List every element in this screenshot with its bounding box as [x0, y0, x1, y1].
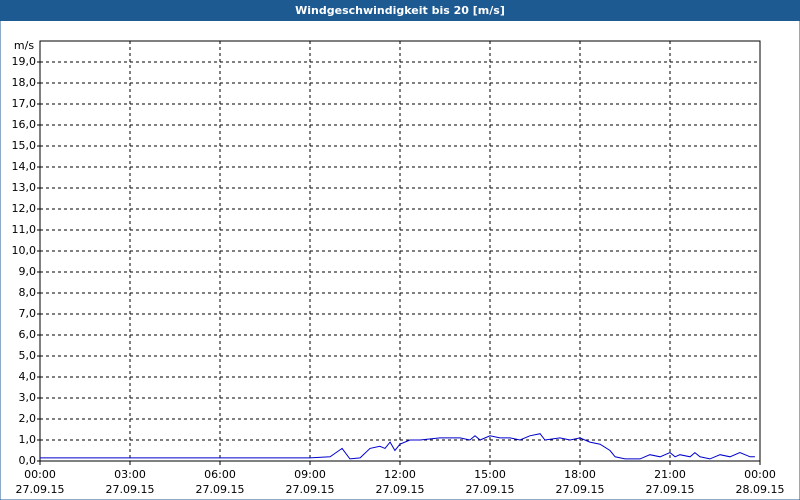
x-tick-date: 27.09.15 — [556, 483, 605, 496]
y-tick-label: 3,0 — [19, 391, 37, 404]
x-tick-date: 27.09.15 — [286, 483, 335, 496]
y-tick-label: 6,0 — [19, 328, 37, 341]
x-tick-label: 15:00 — [474, 468, 506, 481]
x-tick-date: 27.09.15 — [646, 483, 695, 496]
x-tick-label: 18:00 — [564, 468, 596, 481]
y-tick-label: 11,0 — [12, 223, 37, 236]
x-tick-label: 09:00 — [294, 468, 326, 481]
y-tick-label: 9,0 — [19, 265, 37, 278]
y-tick-label: 13,0 — [12, 181, 37, 194]
x-tick-date: 27.09.15 — [376, 483, 425, 496]
y-tick-label: 12,0 — [12, 202, 37, 215]
x-tick-label: 06:00 — [204, 468, 236, 481]
y-tick-label: 14,0 — [12, 160, 37, 173]
x-tick-label: 21:00 — [654, 468, 686, 481]
title-bar — [0, 0, 800, 21]
y-tick-label: 18,0 — [12, 76, 37, 89]
y-tick-label: 19,0 — [12, 55, 37, 68]
y-tick-label: 4,0 — [19, 370, 37, 383]
y-tick-label: 1,0 — [19, 433, 37, 446]
y-tick-label: 5,0 — [19, 349, 37, 362]
y-tick-label: 0,0 — [19, 454, 37, 467]
x-tick-date: 27.09.15 — [466, 483, 515, 496]
x-tick-date: 27.09.15 — [196, 483, 245, 496]
y-tick-label: 8,0 — [19, 286, 37, 299]
x-tick-date: 27.09.15 — [16, 483, 65, 496]
y-tick-label: 10,0 — [12, 244, 37, 257]
y-tick-label: 15,0 — [12, 139, 37, 152]
y-tick-label: 17,0 — [12, 97, 37, 110]
x-tick-date: 28.09.15 — [736, 483, 785, 496]
x-tick-label: 00:00 — [24, 468, 56, 481]
x-tick-date: 27.09.15 — [106, 483, 155, 496]
x-tick-label: 00:00 — [744, 468, 776, 481]
y-axis-label: m/s — [14, 39, 34, 52]
y-tick-label: 16,0 — [12, 118, 37, 131]
y-tick-label: 2,0 — [19, 412, 37, 425]
chart-title: Windgeschwindigkeit bis 20 [m/s] — [295, 4, 505, 17]
data-line — [40, 433, 755, 460]
x-tick-label: 12:00 — [384, 468, 416, 481]
y-tick-label: 7,0 — [19, 307, 37, 320]
x-tick-label: 03:00 — [114, 468, 146, 481]
